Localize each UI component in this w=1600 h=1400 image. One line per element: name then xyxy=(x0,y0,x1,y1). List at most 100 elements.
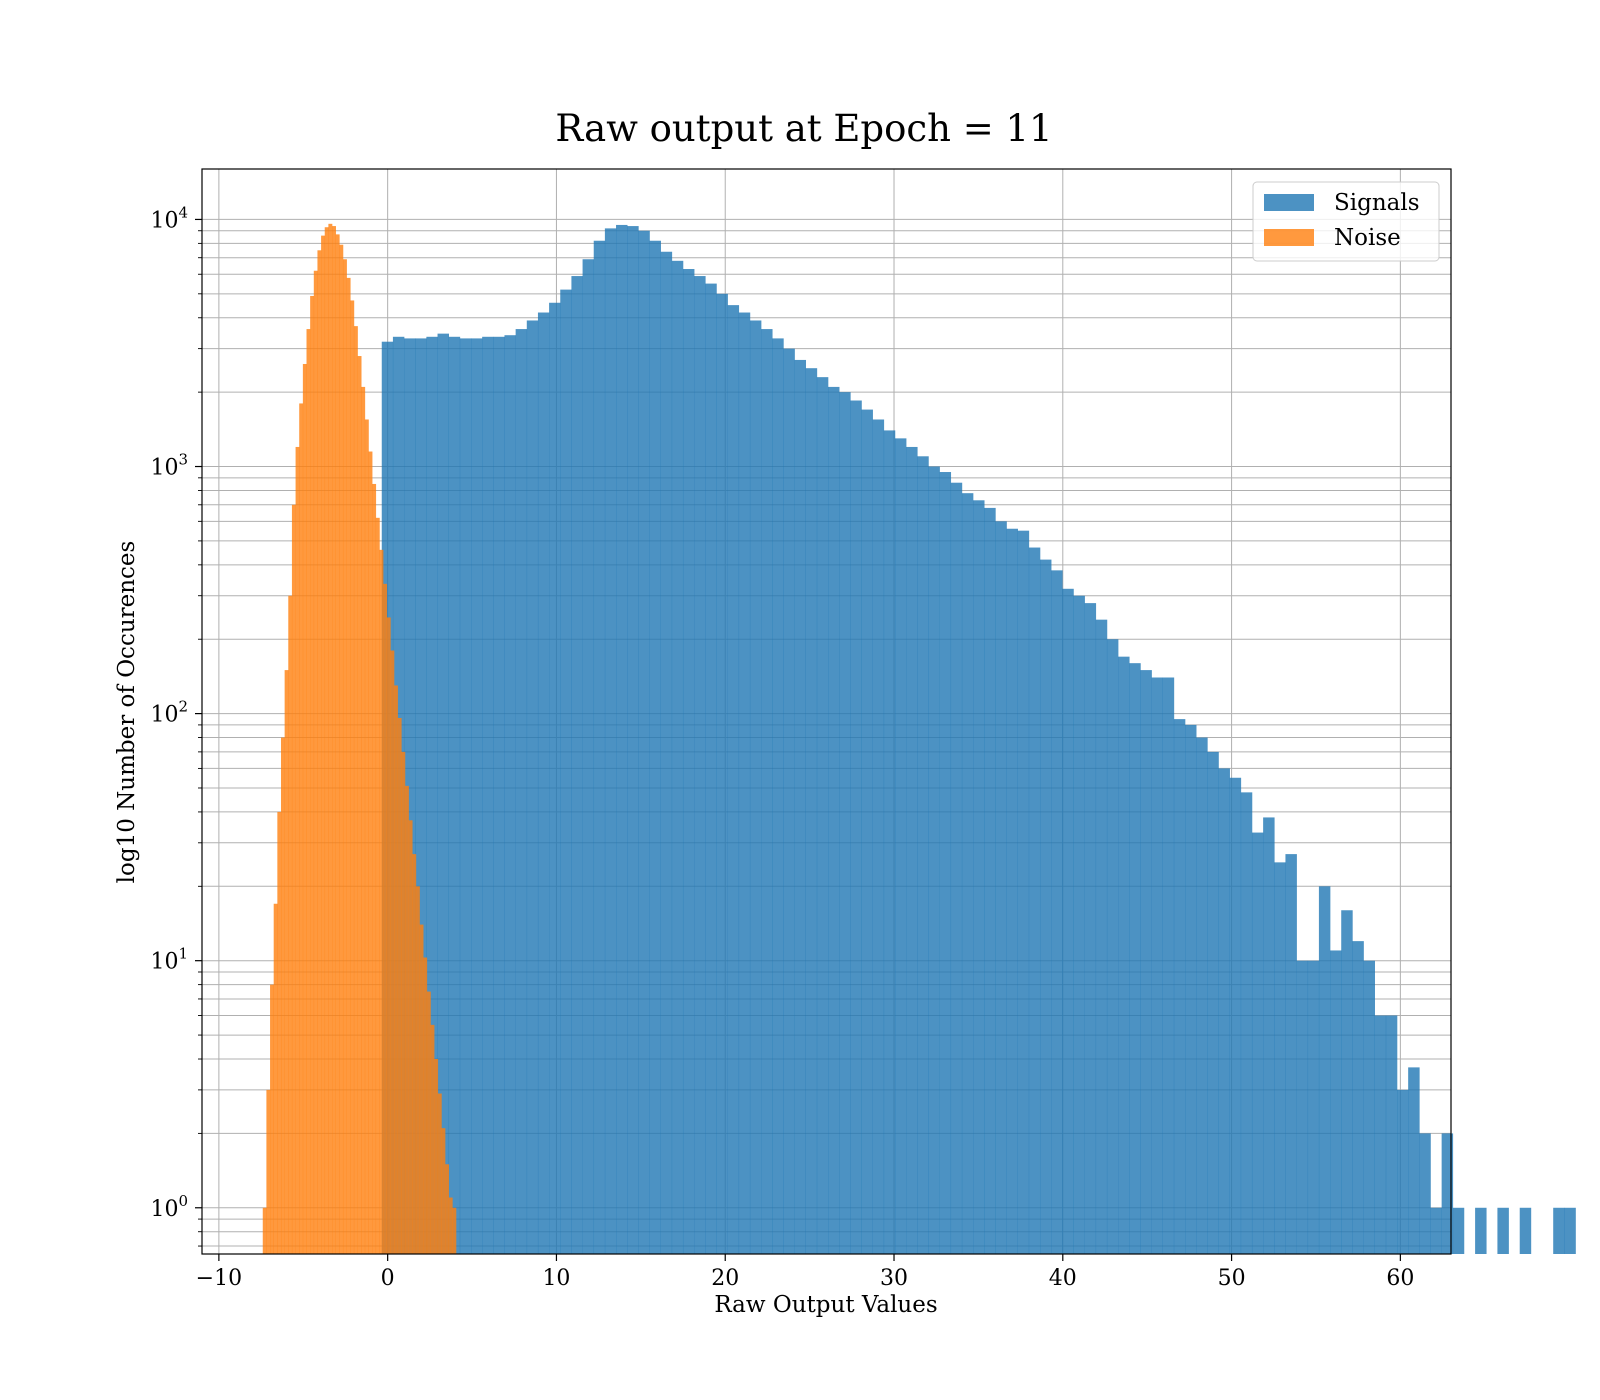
series-signals xyxy=(381,224,1576,1255)
bar-noise-52 xyxy=(452,1207,457,1254)
bar-signals-30 xyxy=(716,293,728,1254)
bar-signals-64 xyxy=(1095,619,1108,1254)
bar-signals-44 xyxy=(872,419,885,1254)
bar-signals-86 xyxy=(1341,910,1353,1254)
bar-noise-34 xyxy=(386,617,391,1254)
bar-signals-12 xyxy=(515,329,528,1254)
bar-noise-39 xyxy=(404,785,409,1254)
bar-noise-51 xyxy=(448,1197,453,1254)
bar-signals-94 xyxy=(1430,1207,1442,1254)
bar-noise-45 xyxy=(426,991,431,1254)
x-tick-label-7: 60 xyxy=(1386,1266,1414,1291)
bar-noise-43 xyxy=(419,924,424,1254)
bar-signals-46 xyxy=(894,438,907,1254)
bar-signals-63 xyxy=(1084,603,1097,1254)
bar-signals-28 xyxy=(694,276,706,1254)
bar-signals-26 xyxy=(671,260,684,1254)
bar-noise-47 xyxy=(434,1059,439,1254)
legend: Signals Noise xyxy=(1252,181,1440,262)
bar-signals-37 xyxy=(794,359,807,1254)
bar-signals-106 xyxy=(1564,1207,1576,1254)
plot-frame xyxy=(201,168,1452,1255)
bar-signals-79 xyxy=(1263,817,1275,1254)
bar-signals-21 xyxy=(616,224,628,1254)
legend-label-noise: Noise xyxy=(1334,225,1401,251)
y-tick-label-4: 104 xyxy=(150,203,188,233)
bar-signals-81 xyxy=(1285,854,1297,1254)
axis-ticks: −10 0 10 20 30 40 50 60 100 101 102 103 104 xyxy=(150,203,1414,1291)
bar-signals-54 xyxy=(984,507,996,1254)
bar-signals-60 xyxy=(1051,570,1063,1254)
bar-noise-2 xyxy=(270,984,274,1254)
bar-noise-40 xyxy=(408,820,413,1254)
legend-swatch-signals xyxy=(1264,194,1314,211)
bar-noise-23 xyxy=(346,277,351,1254)
bar-signals-50 xyxy=(939,472,952,1254)
bar-noise-31 xyxy=(375,517,380,1254)
bar-signals-6 xyxy=(448,336,461,1255)
bar-signals-8 xyxy=(471,338,483,1254)
y-tick-label-2: 102 xyxy=(150,698,188,728)
bar-noise-29 xyxy=(368,451,373,1255)
bar-signals-58 xyxy=(1028,547,1041,1254)
bar-noise-5 xyxy=(280,737,285,1254)
bar-signals-17 xyxy=(571,276,583,1254)
bar-signals-72 xyxy=(1185,724,1197,1254)
bar-signals-20 xyxy=(604,228,617,1254)
bar-signals-51 xyxy=(950,482,963,1254)
bar-noise-22 xyxy=(342,259,347,1255)
bar-signals-10 xyxy=(493,336,505,1255)
bar-signals-56 xyxy=(1006,528,1018,1254)
bar-noise-12 xyxy=(306,329,311,1254)
bar-noise-44 xyxy=(423,957,428,1254)
bar-signals-49 xyxy=(928,466,940,1254)
bar-signals-23 xyxy=(638,230,650,1254)
bar-signals-89 xyxy=(1374,1015,1387,1254)
bar-signals-38 xyxy=(805,368,818,1255)
bar-signals-16 xyxy=(560,289,572,1254)
bar-signals-33 xyxy=(749,320,762,1255)
bar-signals-92 xyxy=(1408,1067,1420,1254)
bar-signals-19 xyxy=(593,240,606,1254)
bar-signals-93 xyxy=(1419,1133,1431,1254)
bar-signals-34 xyxy=(761,329,773,1254)
bar-noise-38 xyxy=(401,751,406,1254)
bar-signals-40 xyxy=(828,386,840,1254)
y-tick-label-3: 103 xyxy=(150,451,188,481)
bar-signals-35 xyxy=(772,338,784,1254)
bar-signals-9 xyxy=(482,336,494,1255)
bar-noise-42 xyxy=(415,886,420,1254)
bar-signals-29 xyxy=(705,283,717,1254)
x-tick-label-6: 50 xyxy=(1218,1266,1246,1291)
bar-signals-91 xyxy=(1397,1089,1409,1254)
bar-noise-33 xyxy=(383,583,388,1254)
bar-noise-7 xyxy=(288,595,293,1254)
bar-signals-84 xyxy=(1318,886,1331,1254)
bar-signals-105 xyxy=(1553,1207,1565,1254)
bar-signals-5 xyxy=(437,333,449,1254)
bar-noise-10 xyxy=(299,403,304,1255)
bar-signals-90 xyxy=(1385,1015,1398,1254)
bar-signals-100 xyxy=(1497,1207,1509,1254)
y-axis-label: log10 Number of Occurences xyxy=(114,541,140,884)
x-tick-label-4: 30 xyxy=(880,1266,908,1291)
bar-signals-80 xyxy=(1274,862,1286,1254)
bar-signals-68 xyxy=(1140,670,1152,1254)
bar-signals-57 xyxy=(1017,530,1030,1254)
bar-signals-88 xyxy=(1363,960,1375,1254)
bar-signals-71 xyxy=(1173,719,1186,1254)
bar-signals-2 xyxy=(404,338,416,1254)
bar-signals-83 xyxy=(1307,960,1320,1254)
y-tick-label-1: 101 xyxy=(150,945,188,975)
bar-noise-20 xyxy=(335,234,340,1255)
bar-signals-41 xyxy=(839,392,851,1254)
bar-noise-8 xyxy=(291,504,296,1254)
bar-noise-13 xyxy=(310,295,315,1254)
bar-signals-3 xyxy=(415,338,427,1254)
bar-signals-67 xyxy=(1129,663,1141,1254)
bar-noise-32 xyxy=(379,549,384,1254)
bar-signals-61 xyxy=(1062,588,1074,1254)
x-axis-label: Raw Output Values xyxy=(714,1292,937,1318)
legend-swatch-noise xyxy=(1264,229,1314,246)
bar-noise-37 xyxy=(397,717,402,1254)
